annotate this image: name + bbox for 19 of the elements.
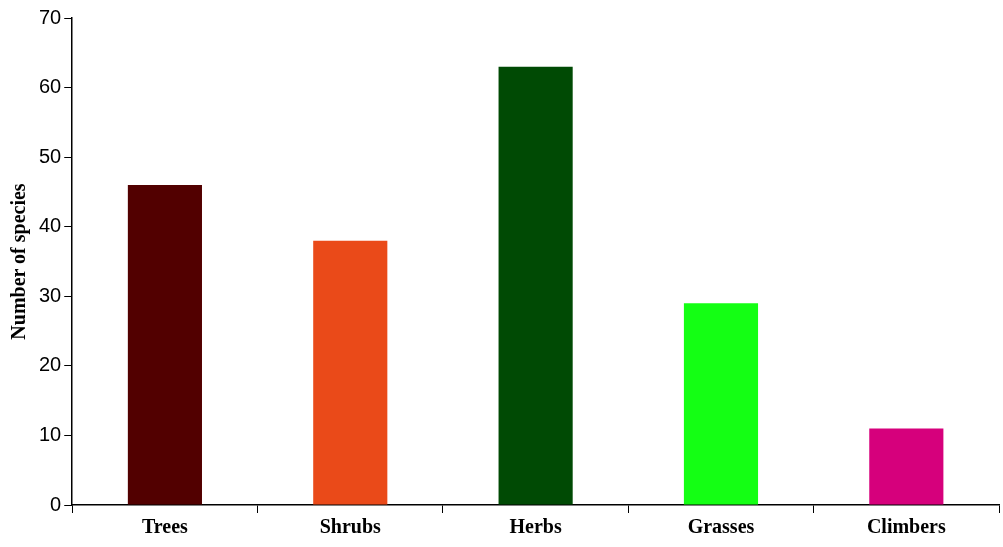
y-tick-label: 50 xyxy=(39,144,62,167)
bar xyxy=(313,240,388,505)
y-tick-label: 10 xyxy=(39,422,62,445)
x-tick-label: Trees xyxy=(141,515,189,538)
x-tick-label: Climbers xyxy=(866,515,946,538)
x-tick-label: Shrubs xyxy=(319,515,382,538)
bar xyxy=(498,66,573,505)
bar xyxy=(683,303,759,505)
y-axis-title: Number of species xyxy=(7,183,31,340)
y-tick-label: 20 xyxy=(39,353,62,376)
y-tick-label: 0 xyxy=(50,492,62,515)
y-tick-label: 40 xyxy=(39,214,62,237)
y-tick-label: 60 xyxy=(39,75,62,98)
bar xyxy=(127,184,202,505)
x-tick-label: Herbs xyxy=(509,515,562,538)
y-tick-label: 30 xyxy=(39,283,62,306)
x-tick-label: Grasses xyxy=(687,515,755,538)
bar xyxy=(869,428,944,505)
y-tick-label: 70 xyxy=(39,5,62,28)
